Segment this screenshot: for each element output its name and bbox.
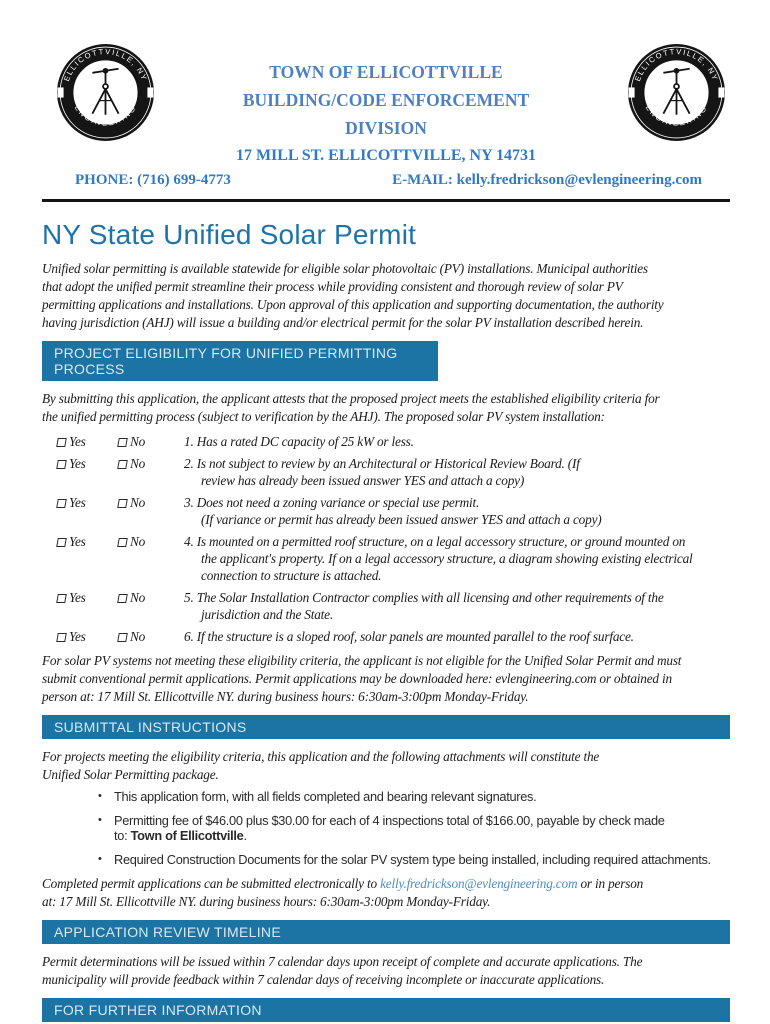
yes-checkbox-5[interactable]: Yes <box>56 589 118 623</box>
submittal-intro: For projects meeting the eligibility cri… <box>42 749 600 782</box>
bullet-fee-prefix: Permitting fee of $46.00 plus $30.00 for… <box>114 812 665 844</box>
checkbox-icon[interactable] <box>117 538 128 547</box>
submittal-outro-text: or in person at: 17 Mill St. Ellicottvil… <box>42 876 644 909</box>
eligibility-item-text: 4. Is mounted on a permitted roof struct… <box>184 534 693 583</box>
ellicottville-engineering-seal-icon: ELLICOTTVILLE, NY ENGINEERING <box>57 44 154 141</box>
yes-label: Yes <box>69 534 86 549</box>
no-label: No <box>130 590 146 605</box>
section-heading-submittal: SUBMITTAL INSTRUCTIONS <box>42 715 730 739</box>
yes-label: Yes <box>69 629 86 644</box>
submittal-outro: Completed permit applications can be sub… <box>42 875 730 911</box>
eligibility-checklist: Yes No 1. Has a rated DC capacity of 25 … <box>42 433 730 645</box>
yes-checkbox-2[interactable]: Yes <box>56 455 118 489</box>
agency-email[interactable]: E-MAIL: kelly.fredrickson@evlengineering… <box>392 172 702 188</box>
bullet-fee-suffix: . <box>243 828 248 843</box>
page-title: NY State Unified Solar Permit <box>42 219 417 250</box>
section-heading-eligibility: PROJECT ELIGIBILITY FOR UNIFIED PERMITTI… <box>42 341 438 381</box>
no-checkbox-6[interactable]: No <box>117 628 184 645</box>
checkbox-icon[interactable] <box>56 633 67 642</box>
eligibility-row-6: Yes No 6. If the structure is a sloped r… <box>42 628 730 645</box>
eligibility-row-3: Yes No 3. Does not need a zoning varianc… <box>42 494 730 528</box>
agency-name-line3: DIVISION <box>345 118 427 138</box>
bullet-text: Permitting fee of $46.00 plus $30.00 for… <box>114 813 730 844</box>
eligibility-row-4: Yes No 4. Is mounted on a permitted roof… <box>42 533 730 584</box>
eligibility-row-5: Yes No 5. The Solar Installation Contrac… <box>42 589 730 623</box>
no-label: No <box>130 434 146 449</box>
no-checkbox-4[interactable]: No <box>117 533 184 584</box>
no-checkbox-2[interactable]: No <box>117 455 184 489</box>
yes-label: Yes <box>69 495 86 510</box>
no-checkbox-3[interactable]: No <box>117 494 184 528</box>
eligibility-item-text: 3. Does not need a zoning variance or sp… <box>184 495 602 527</box>
yes-checkbox-3[interactable]: Yes <box>56 494 118 528</box>
bullet-application-form: • This application form, with all fields… <box>98 789 730 805</box>
section-heading-review-timeline: APPLICATION REVIEW TIMELINE <box>42 920 730 944</box>
eligibility-item-text: 6. If the structure is a sloped roof, so… <box>184 629 634 644</box>
yes-label: Yes <box>69 434 86 449</box>
agency-contact-row: PHONE: (716) 699-4773 E-MAIL: kelly.fred… <box>42 168 730 189</box>
checkbox-icon[interactable] <box>117 499 128 508</box>
checkbox-icon[interactable] <box>56 438 67 447</box>
bullet-permitting-fee: • Permitting fee of $46.00 plus $30.00 f… <box>98 813 730 844</box>
agency-title-block: TOWN OF ELLICOTTVILLE BUILDING/CODE ENFO… <box>42 40 730 168</box>
surveyor-transit-icon <box>662 67 691 115</box>
bullet-icon: • <box>98 790 102 802</box>
no-label: No <box>130 456 146 471</box>
checkbox-icon[interactable] <box>117 438 128 447</box>
agency-name-line2: BUILDING/CODE ENFORCEMENT <box>242 90 530 110</box>
submittal-bullet-list: • This application form, with all fields… <box>42 789 730 867</box>
intro-paragraph: Unified solar permitting is available st… <box>42 261 664 330</box>
checkbox-icon[interactable] <box>117 633 128 642</box>
eligibility-outro: For solar PV systems not meeting these e… <box>42 653 682 704</box>
bullet-icon: • <box>98 813 102 826</box>
surveyor-transit-icon <box>91 67 120 115</box>
agency-address: 17 MILL ST. ELLICOTTVILLE, NY 14731 <box>235 147 537 164</box>
eligibility-row-1: Yes No 1. Has a rated DC capacity of 25 … <box>42 433 730 450</box>
checkbox-icon[interactable] <box>56 594 67 603</box>
bullet-text: This application form, with all fields c… <box>114 789 537 804</box>
no-label: No <box>130 495 146 510</box>
yes-checkbox-6[interactable]: Yes <box>56 628 118 645</box>
no-label: No <box>130 534 146 549</box>
section-heading-further-information: FOR FURTHER INFORMATION <box>42 998 730 1022</box>
agency-name-line1: TOWN OF ELLICOTTVILLE <box>269 62 503 82</box>
ellicottville-engineering-seal-icon: ELLICOTTVILLE, NY ENGINEERING <box>628 44 725 141</box>
payee-name: Town of Ellicottville <box>130 828 244 843</box>
eligibility-item-text: 1. Has a rated DC capacity of 25 kW or l… <box>184 434 414 449</box>
checkbox-icon[interactable] <box>117 460 128 469</box>
yes-label: Yes <box>69 590 86 605</box>
header-divider <box>42 199 730 202</box>
no-checkbox-1[interactable]: No <box>117 433 184 450</box>
no-label: No <box>130 629 146 644</box>
eligibility-item-text: 2. Is not subject to review by an Archit… <box>184 456 580 488</box>
bullet-text: Required Construction Documents for the … <box>114 851 711 867</box>
email-link[interactable]: kelly.fredrickson@evlengineering.com <box>380 876 578 891</box>
agency-phone: PHONE: (716) 699-4773 <box>75 172 231 188</box>
checkbox-icon[interactable] <box>56 538 67 547</box>
document-header: ELLICOTTVILLE, NY ENGINEERING <box>42 40 730 189</box>
yes-checkbox-1[interactable]: Yes <box>56 433 118 450</box>
eligibility-item-text: 5. The Solar Installation Contractor com… <box>184 590 664 622</box>
submittal-outro-text: Completed permit applications can be sub… <box>42 876 381 891</box>
no-checkbox-5[interactable]: No <box>117 589 184 623</box>
checkbox-icon[interactable] <box>56 460 67 469</box>
review-timeline-body: Permit determinations will be issued wit… <box>42 954 643 987</box>
eligibility-intro: By submitting this application, the appl… <box>42 391 660 424</box>
eligibility-row-2: Yes No 2. Is not subject to review by an… <box>42 455 730 489</box>
bullet-icon: • <box>98 852 102 865</box>
yes-checkbox-4[interactable]: Yes <box>56 533 118 584</box>
yes-label: Yes <box>69 456 86 471</box>
checkbox-icon[interactable] <box>117 594 128 603</box>
checkbox-icon[interactable] <box>56 499 67 508</box>
bullet-construction-documents: • Required Construction Documents for th… <box>98 852 730 868</box>
